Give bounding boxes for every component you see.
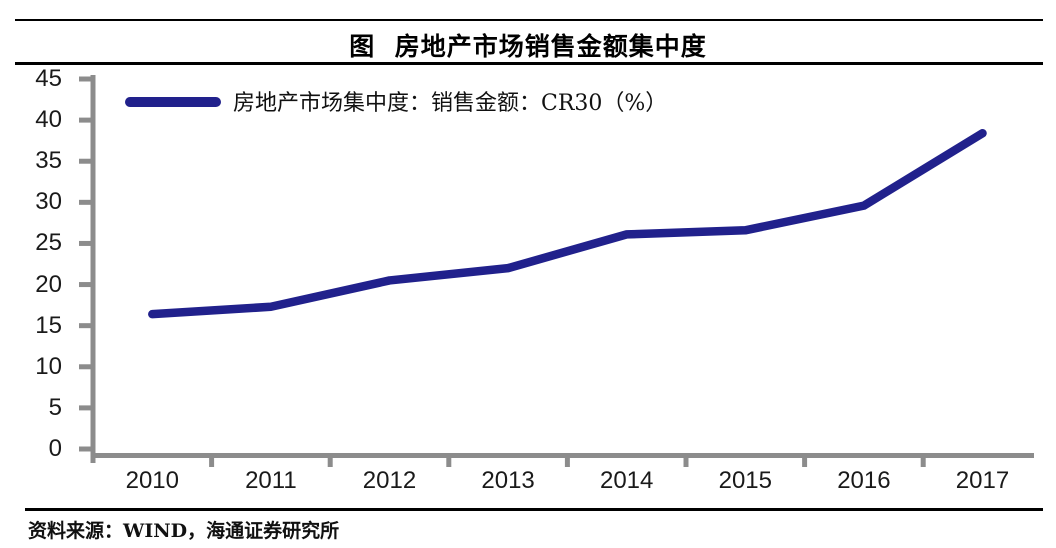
y-tick-label: 25 — [35, 229, 62, 257]
x-tick-label: 2016 — [837, 467, 891, 494]
y-tick-label: 5 — [48, 393, 62, 421]
x-tick-label: 2011 — [245, 467, 297, 494]
x-tick-label: 2010 — [125, 467, 179, 494]
y-tick-label: 20 — [35, 270, 62, 298]
chart-title: 图 房地产市场销售金额集中度 — [349, 32, 707, 61]
y-tick-label: 40 — [35, 106, 62, 134]
series-line-cr30 — [148, 129, 987, 319]
source-note: 资料来源：WIND，海通证券研究所 — [28, 520, 340, 542]
x-tick-label: 2015 — [718, 467, 772, 494]
y-tick-label: 10 — [35, 352, 62, 380]
x-tick-label: 2012 — [362, 467, 417, 494]
x-tick-label: 2013 — [481, 467, 535, 494]
x-tick-label: 2014 — [599, 467, 654, 494]
x-tick-label: 2017 — [955, 467, 1010, 494]
y-tick-label: 0 — [48, 435, 62, 462]
y-tick-label: 15 — [35, 311, 62, 339]
title-rule-bottom — [15, 62, 1043, 65]
footer-rule — [25, 508, 1043, 511]
y-tick-label: 45 — [35, 65, 62, 92]
legend-line-marker-icon — [125, 97, 221, 107]
y-tick-label: 30 — [35, 188, 62, 216]
legend: 房地产市场集中度：销售金额：CR30（%） — [125, 88, 668, 116]
y-tick-label: 35 — [35, 147, 62, 175]
legend-label: 房地产市场集中度：销售金额：CR30（%） — [233, 91, 668, 116]
title-rule-top — [15, 19, 1043, 21]
